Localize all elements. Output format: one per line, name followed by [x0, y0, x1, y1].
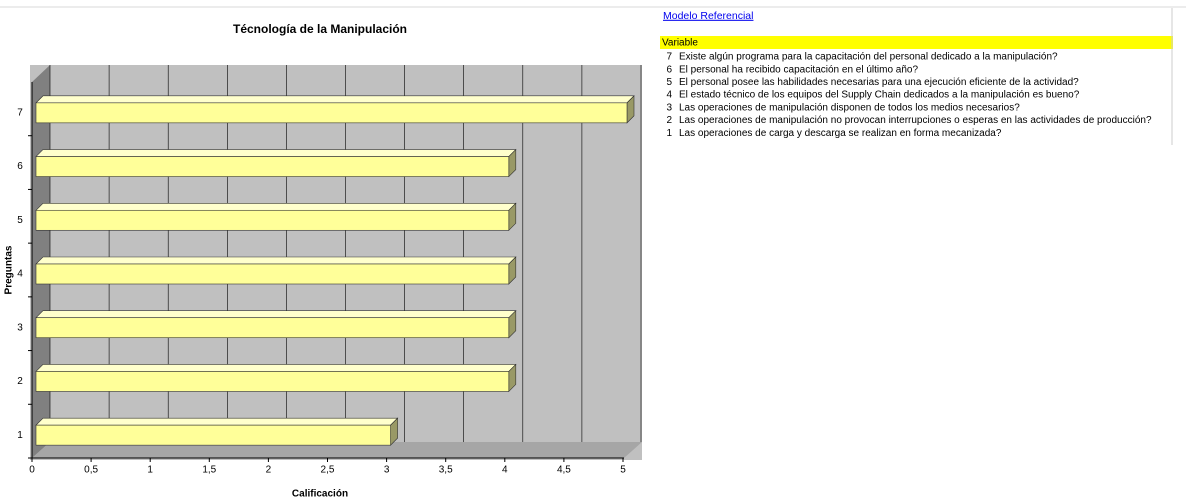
bar-top [35, 95, 635, 104]
item-text: Las operaciones de manipulación no provo… [679, 115, 1152, 126]
bar [35, 424, 391, 446]
y-tick-label: 1 [17, 430, 23, 441]
item-number: 6 [666, 64, 672, 75]
bar [35, 156, 510, 177]
x-tick-label: 5 [620, 465, 626, 476]
y-tick-label: 2 [17, 376, 23, 387]
chart-title: Técnología de la Manipulación [233, 22, 407, 36]
floor [32, 442, 642, 458]
x-tick-label: 4 [502, 465, 508, 476]
bar [35, 371, 510, 392]
item-text: Las operaciones de manipulación disponen… [679, 102, 1020, 113]
x-tick-label: 2 [266, 465, 272, 476]
item-number: 1 [666, 128, 672, 139]
x-tick-label: 3 [384, 465, 390, 476]
link[interactable]: Modelo Referencial [663, 10, 753, 22]
bar-top [35, 149, 517, 157]
header: Variable [662, 38, 698, 49]
x-tick-label: 1 [147, 465, 153, 476]
x-axis-label: Calificación [292, 489, 348, 500]
x-tick-label: 4,5 [557, 465, 571, 476]
item-text: El estado técnico de los equipos del Sup… [679, 90, 1080, 101]
x-tick-label: 2,5 [321, 465, 335, 476]
x-tick-label: 0,5 [84, 465, 98, 476]
y-axis-label: Preguntas [4, 245, 15, 294]
item-text: El personal ha recibido capacitación en … [679, 64, 918, 75]
x-tick-label: 3,5 [439, 465, 453, 476]
x-tick-label: 1,5 [202, 465, 216, 476]
y-tick-label: 3 [17, 322, 23, 333]
bar-top [35, 417, 399, 426]
x-tick-label: 0 [29, 465, 35, 476]
bar-top [35, 364, 517, 372]
y-tick-label: 7 [17, 107, 23, 118]
item-text: Existe algún programa para la capacitaci… [679, 52, 1058, 63]
y-tick-label: 6 [17, 161, 23, 172]
bar [35, 209, 510, 231]
bar-top [35, 202, 517, 211]
y-tick-label: 5 [17, 215, 23, 226]
header-band [660, 36, 1173, 49]
item-number: 3 [666, 102, 672, 113]
item-text: El personal posee las habilidades necesa… [679, 77, 1079, 88]
bar [35, 317, 510, 339]
item-number: 7 [666, 52, 672, 63]
item-number: 4 [666, 90, 672, 101]
item-number: 2 [666, 115, 672, 126]
bar [35, 263, 510, 285]
bar [35, 102, 628, 124]
bar-top [35, 310, 517, 319]
bar-top [35, 256, 517, 265]
item-text: Las operaciones de carga y descarga se r… [679, 128, 1002, 139]
item-number: 5 [666, 77, 672, 88]
y-tick-label: 4 [17, 269, 23, 280]
